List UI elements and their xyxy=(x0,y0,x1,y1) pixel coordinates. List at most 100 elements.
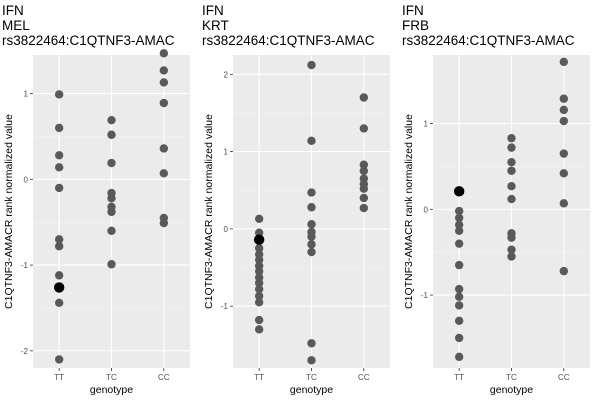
panel-title-line: KRT xyxy=(202,18,229,33)
data-point xyxy=(254,284,264,294)
x-tick-label: CC xyxy=(558,373,570,382)
data-point xyxy=(159,218,169,228)
data-point xyxy=(54,123,64,133)
data-point xyxy=(454,301,464,310)
y-tick-label: -2 xyxy=(21,347,29,356)
data-point xyxy=(559,94,569,103)
data-point xyxy=(54,355,64,364)
data-point xyxy=(107,194,116,203)
data-point xyxy=(254,278,264,288)
highlight-point xyxy=(253,234,265,245)
y-axis-label: C1QTNF3-AMACR rank normalized value xyxy=(403,114,415,309)
data-point xyxy=(454,292,464,302)
data-point xyxy=(359,93,369,102)
x-tick-label: TC xyxy=(106,373,117,382)
data-point xyxy=(507,245,516,254)
panel-title-line: MEL xyxy=(2,18,30,33)
data-point xyxy=(454,213,464,223)
data-point xyxy=(454,352,464,362)
data-point xyxy=(107,260,116,269)
data-point xyxy=(254,298,264,307)
data-point xyxy=(507,157,516,167)
data-point xyxy=(107,115,116,125)
data-point xyxy=(559,199,569,208)
data-point xyxy=(507,252,516,261)
data-point xyxy=(54,163,64,172)
data-point xyxy=(454,260,464,270)
data-point xyxy=(559,105,569,115)
data-point xyxy=(359,160,369,169)
data-point xyxy=(159,49,169,58)
data-point xyxy=(559,266,569,276)
data-point xyxy=(507,194,516,204)
data-point xyxy=(307,240,316,249)
data-point xyxy=(159,144,169,153)
data-point xyxy=(254,228,264,237)
highlight-point xyxy=(453,186,465,197)
data-point xyxy=(107,158,116,168)
x-tick-label: TT xyxy=(54,373,64,382)
data-point xyxy=(307,247,316,257)
data-point xyxy=(107,130,116,139)
data-point xyxy=(54,90,64,99)
y-tick-label: 1 xyxy=(224,148,229,157)
data-point xyxy=(307,232,316,241)
data-point xyxy=(454,333,464,343)
x-axis-label: genotype xyxy=(90,384,133,396)
data-point xyxy=(307,60,316,70)
y-tick-label: -1 xyxy=(21,261,29,270)
y-tick-label: 0 xyxy=(24,175,29,184)
data-point xyxy=(507,166,516,175)
data-point xyxy=(107,226,116,235)
y-tick-label: 0 xyxy=(424,205,429,214)
data-point xyxy=(559,169,569,178)
panel-title-line: IFN xyxy=(2,3,24,18)
data-point xyxy=(254,291,264,301)
data-point xyxy=(559,57,569,67)
y-axis-label: C1QTNF3-AMACR rank normalized value xyxy=(3,114,15,309)
data-point xyxy=(507,182,516,191)
panel-title-line: IFN xyxy=(402,3,424,18)
panel-title-line: rs3822464:C1QTNF3-AMAC xyxy=(202,33,375,48)
data-point xyxy=(159,78,169,87)
data-point xyxy=(159,66,169,75)
data-point xyxy=(54,235,64,244)
x-axis-label: genotype xyxy=(290,384,333,396)
y-tick-label: 2 xyxy=(224,70,229,79)
y-tick-label: 1 xyxy=(24,90,29,99)
x-tick-label: CC xyxy=(158,373,170,382)
x-tick-label: CC xyxy=(358,373,370,382)
data-point xyxy=(254,214,264,224)
data-point xyxy=(359,166,369,176)
panel-title-line: IFN xyxy=(202,3,224,18)
data-point xyxy=(559,116,569,126)
y-tick-label: -1 xyxy=(421,291,429,300)
data-point xyxy=(454,206,464,216)
data-point xyxy=(54,183,64,193)
data-point xyxy=(307,203,316,212)
panel-title-line: FRB xyxy=(402,18,429,33)
data-point xyxy=(507,233,516,242)
data-point xyxy=(307,220,316,229)
data-point xyxy=(359,193,369,203)
data-point xyxy=(307,136,316,145)
panel-title-line: rs3822464:C1QTNF3-AMAC xyxy=(2,33,175,48)
data-point xyxy=(254,315,264,325)
data-point xyxy=(454,220,464,229)
x-tick-label: TT xyxy=(254,373,264,382)
panel-title-line: rs3822464:C1QTNF3-AMAC xyxy=(402,33,575,48)
data-point xyxy=(254,267,264,276)
data-point xyxy=(159,98,169,108)
data-point xyxy=(159,169,169,178)
x-tick-label: TC xyxy=(506,373,517,382)
data-point xyxy=(307,188,316,197)
x-tick-label: TT xyxy=(454,373,464,382)
data-point xyxy=(454,284,464,294)
data-point xyxy=(559,149,569,158)
x-tick-label: TC xyxy=(306,373,317,382)
x-axis-label: genotype xyxy=(490,384,533,396)
y-tick-label: -1 xyxy=(221,302,229,311)
data-point xyxy=(507,133,516,143)
